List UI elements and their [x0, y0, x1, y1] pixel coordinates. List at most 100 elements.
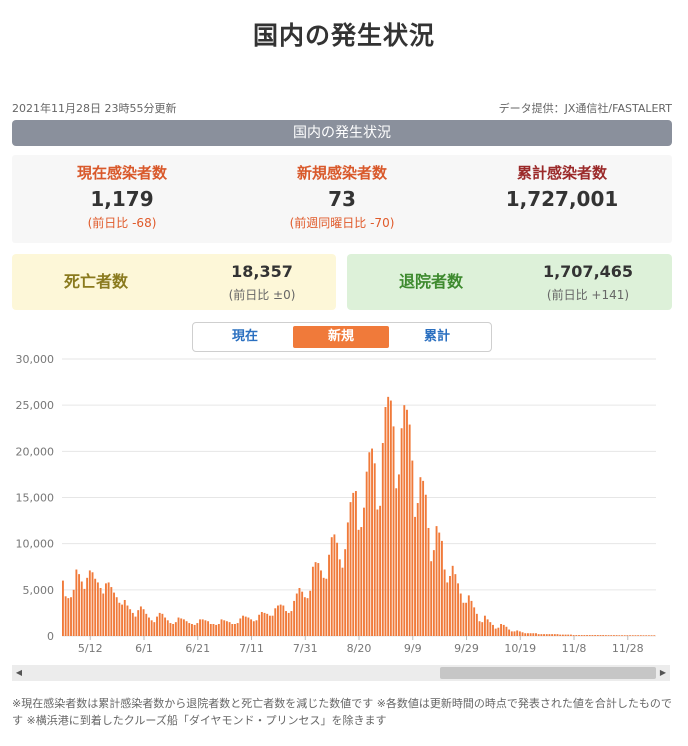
bar[interactable] — [561, 634, 564, 636]
bar[interactable] — [153, 622, 156, 636]
bar[interactable] — [553, 634, 556, 636]
bar[interactable] — [427, 527, 430, 636]
bar[interactable] — [72, 589, 75, 636]
bar[interactable] — [301, 591, 304, 636]
bar[interactable] — [489, 622, 492, 636]
bar[interactable] — [473, 607, 476, 636]
bar[interactable] — [199, 619, 201, 636]
bar[interactable] — [618, 635, 621, 636]
bar[interactable] — [172, 624, 175, 636]
bar[interactable] — [121, 604, 124, 636]
bar[interactable] — [279, 604, 282, 636]
bar[interactable] — [416, 503, 419, 636]
bar[interactable] — [191, 624, 193, 636]
bar[interactable] — [535, 633, 537, 636]
bar[interactable] — [459, 593, 462, 636]
bar[interactable] — [88, 570, 91, 636]
bar[interactable] — [586, 635, 589, 636]
bar[interactable] — [164, 617, 167, 636]
bar[interactable] — [252, 621, 255, 636]
bar[interactable] — [134, 616, 137, 636]
bar[interactable] — [602, 635, 605, 636]
bar[interactable] — [142, 609, 145, 636]
bar[interactable] — [266, 613, 269, 636]
bar[interactable] — [419, 477, 422, 636]
bar[interactable] — [346, 522, 349, 636]
bar[interactable] — [575, 635, 578, 636]
bar[interactable] — [290, 611, 293, 636]
bar[interactable] — [650, 635, 653, 636]
bar[interactable] — [306, 598, 309, 636]
bar[interactable] — [422, 480, 425, 636]
bar[interactable] — [80, 581, 83, 636]
scroll-thumb[interactable] — [440, 667, 656, 679]
bar[interactable] — [567, 634, 570, 636]
bar[interactable] — [336, 542, 339, 636]
bar[interactable] — [268, 615, 271, 636]
bar[interactable] — [70, 597, 72, 636]
bar[interactable] — [99, 587, 102, 636]
bar[interactable] — [207, 621, 210, 636]
bar[interactable] — [113, 592, 115, 636]
bar[interactable] — [78, 574, 81, 636]
bar[interactable] — [494, 628, 497, 636]
bar[interactable] — [583, 635, 586, 636]
bar[interactable] — [443, 569, 446, 636]
bar[interactable] — [564, 634, 567, 636]
bar[interactable] — [454, 574, 457, 636]
bar[interactable] — [314, 562, 317, 636]
tab-current[interactable]: 現在 — [231, 329, 258, 344]
bar[interactable] — [467, 595, 470, 636]
bar[interactable] — [338, 559, 341, 636]
bar[interactable] — [521, 632, 524, 636]
bar[interactable] — [174, 622, 177, 636]
bar[interactable] — [578, 635, 580, 636]
bar[interactable] — [540, 634, 543, 636]
bar[interactable] — [209, 624, 212, 636]
bar[interactable] — [373, 463, 376, 636]
bar[interactable] — [639, 635, 642, 636]
bar[interactable] — [371, 448, 373, 636]
bar[interactable] — [161, 613, 164, 636]
bar[interactable] — [478, 621, 481, 636]
tab-new[interactable]: 新規 — [293, 326, 389, 348]
bar[interactable] — [400, 428, 403, 636]
bar[interactable] — [532, 633, 535, 636]
bar[interactable] — [505, 626, 508, 636]
bar[interactable] — [397, 474, 400, 636]
bar[interactable] — [260, 611, 263, 636]
bar[interactable] — [322, 577, 325, 636]
bar[interactable] — [193, 624, 196, 636]
bar[interactable] — [599, 635, 602, 636]
bar[interactable] — [526, 633, 529, 636]
bar[interactable] — [395, 488, 398, 636]
bar[interactable] — [110, 587, 113, 636]
bar[interactable] — [129, 609, 132, 636]
bar[interactable] — [389, 400, 392, 636]
bar[interactable] — [231, 624, 234, 636]
bar[interactable] — [516, 630, 519, 636]
bar[interactable] — [220, 619, 223, 636]
bar[interactable] — [107, 582, 110, 636]
bar[interactable] — [247, 617, 250, 636]
bar[interactable] — [285, 611, 287, 636]
bar[interactable] — [102, 593, 105, 636]
bar[interactable] — [379, 505, 382, 636]
bar[interactable] — [115, 597, 118, 636]
bar[interactable] — [91, 572, 94, 636]
bar[interactable] — [524, 633, 527, 636]
bar[interactable] — [352, 492, 355, 636]
bar[interactable] — [414, 516, 416, 636]
bar[interactable] — [626, 635, 629, 636]
bar[interactable] — [481, 622, 484, 636]
bar[interactable] — [188, 623, 191, 636]
bar[interactable] — [470, 600, 473, 636]
bar[interactable] — [250, 619, 253, 636]
bar[interactable] — [271, 615, 274, 636]
bar[interactable] — [349, 502, 352, 636]
bar[interactable] — [376, 509, 379, 637]
bar[interactable] — [610, 635, 613, 636]
bar[interactable] — [298, 587, 301, 636]
bar[interactable] — [185, 621, 188, 636]
bar[interactable] — [282, 605, 285, 636]
